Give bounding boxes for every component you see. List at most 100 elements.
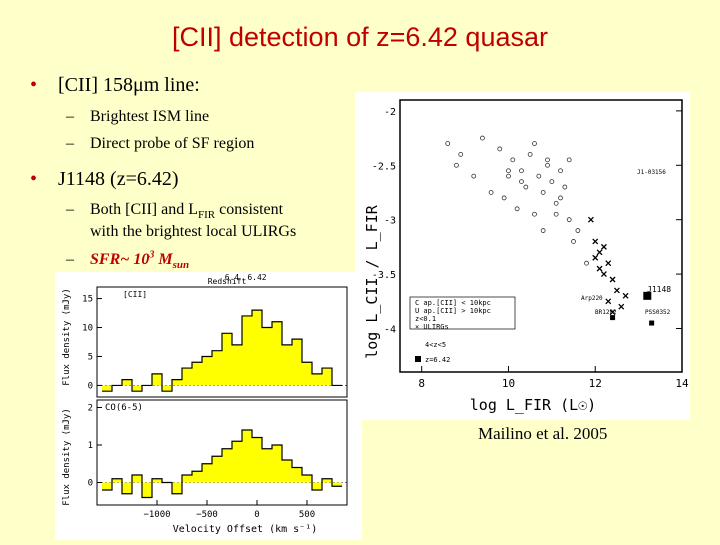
x-tick-label: −1000 (143, 510, 170, 520)
data-point (613, 287, 620, 294)
data-point (458, 152, 464, 157)
data-point (600, 243, 607, 250)
y-tick-label: -2.5 (372, 161, 396, 172)
spectrum-bar (142, 482, 152, 498)
data-point (510, 157, 516, 163)
sub-text: Direct probe of SF region (90, 135, 255, 152)
spectrum-bar (282, 344, 292, 386)
bullet-text: [CII] 158μm line: (58, 74, 200, 96)
data-point (514, 206, 520, 212)
spectrum-bar (272, 445, 282, 483)
legend-entry: z<0.1 (415, 315, 436, 323)
spectrum-bar (212, 350, 222, 386)
sub-bullet-sfr: – SFR~ 103 Msun (66, 250, 190, 272)
y-tick-label: -2 (384, 107, 396, 118)
data-point (596, 249, 603, 256)
spectrum-bar (282, 460, 292, 483)
data-point (575, 228, 581, 233)
data-point (523, 184, 529, 190)
bullet-text: J1148 (z=6.42) (58, 168, 179, 190)
spectrum-bar (292, 339, 302, 386)
spectrum-bar (232, 344, 242, 386)
spectrum-frame (96, 399, 348, 506)
legend-entry: C ap.[CII] < 10kpc (415, 299, 491, 307)
legend: C ap.[CII] < 10kpc U ap.[CII] > 10kpc z<… (409, 296, 516, 364)
spectra-plot: 0 5 10 15 6.4 6.42 0 1 2 −1000 −500 0 500 Velocity … (62, 273, 348, 535)
spectrum-bar (312, 482, 322, 490)
data-point (506, 168, 511, 174)
bullet-dot: • (30, 74, 38, 96)
annotation-arp220: Arp220 (581, 295, 603, 302)
data-point (584, 260, 589, 266)
data-point (600, 271, 607, 278)
y-tick-label: 1 (88, 441, 93, 451)
spectrum-bar (112, 478, 122, 483)
sub-bullet-consistent-cont: with the brightest local ULIRGs (90, 223, 297, 240)
spectrum-bar (222, 448, 232, 483)
top-tick-label: 6.4 (225, 273, 240, 282)
data-point (592, 238, 599, 245)
spectrum-bar (192, 362, 202, 386)
data-point (545, 162, 550, 168)
spectrum-bar (252, 310, 262, 386)
data-point (562, 184, 568, 190)
data-point (553, 211, 559, 217)
spectrum-bar (272, 321, 282, 386)
data-point (506, 173, 511, 179)
data-point (519, 168, 524, 174)
y-tick-label: 0 (88, 381, 93, 391)
y-tick-label: 0 (88, 479, 93, 489)
data-point (488, 190, 494, 195)
data-point (527, 152, 533, 157)
data-point (609, 276, 616, 283)
y-tick-label: 10 (82, 324, 93, 334)
data-point (536, 173, 542, 179)
data-point (643, 291, 652, 300)
sub-bullet-consistent: – Both [CII] and LFIR consistent (66, 201, 284, 222)
annotation-br1202: BR1202 (595, 309, 617, 316)
y-tick-label: -4 (384, 324, 396, 335)
data-point (549, 179, 555, 184)
data-point (609, 309, 616, 316)
spectrum-bar (172, 482, 182, 494)
legend-entry: 4<z<5 (425, 341, 446, 349)
spectrum-bar (122, 379, 132, 386)
spectrum-bar (102, 385, 112, 392)
x-tick-label: 8 (418, 377, 425, 390)
data-point (558, 168, 563, 174)
spectrum-bar (152, 478, 162, 483)
y-tick-label: 15 (82, 295, 93, 305)
bullet-dot: • (30, 168, 38, 190)
legend-box (409, 296, 516, 330)
spectrum-bar (262, 448, 272, 483)
data-point (519, 179, 524, 184)
spectrum-bar (192, 471, 202, 483)
legend-entry: z=6.42 (425, 356, 450, 364)
y-axis-label: log L_CII / L_FIR (363, 204, 381, 358)
data-point (592, 254, 599, 261)
spectrum-bar (152, 373, 162, 386)
x-axis-label: log L_FIR (L☉) (470, 396, 596, 414)
annotation-j1: J1-03156 (637, 169, 666, 176)
spectrum-line (102, 309, 342, 392)
annotation-pss: PSS0352 (645, 309, 671, 316)
spectra-panel: 0 5 10 15 6.4 6.42 0 1 2 −1000 −500 0 500 Velocity … (55, 272, 362, 540)
legend-entry: U ap.[CII] > 10kpc (415, 307, 491, 315)
data-point (540, 228, 546, 233)
y-tick-label: -3.5 (372, 270, 396, 281)
spectrum-bar (182, 368, 192, 386)
data-point (596, 265, 603, 272)
spectrum-bar (322, 478, 332, 483)
spectrum-line (102, 429, 342, 499)
x-axis-label: Velocity Offset (km s⁻¹) (173, 524, 318, 535)
data-point (540, 190, 546, 195)
data-point (605, 298, 612, 305)
x-tick-label: −500 (196, 510, 218, 520)
annotation-j1148: J1148 (647, 285, 671, 294)
data-point (445, 141, 451, 146)
data-point (587, 216, 594, 223)
data-point (618, 303, 625, 310)
citation: Mailino et al. 2005 (478, 424, 608, 443)
spectrum-bar (322, 368, 332, 386)
spectrum-bar (122, 482, 132, 494)
